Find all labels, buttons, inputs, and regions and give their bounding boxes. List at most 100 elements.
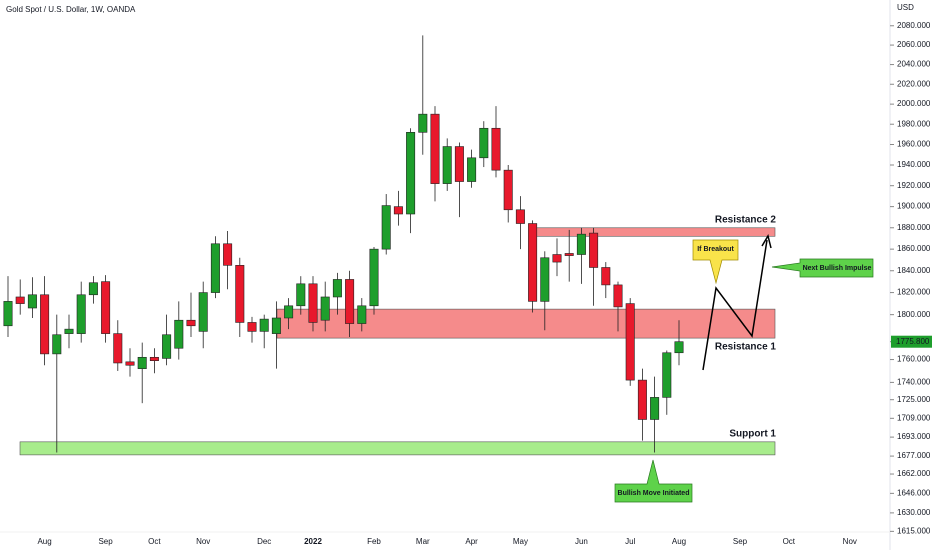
candle-body	[27, 294, 37, 309]
candle-body	[589, 232, 599, 268]
candle-body	[515, 209, 525, 224]
candle-body	[674, 341, 684, 354]
y-tick-label: 1960.000	[897, 140, 931, 149]
y-tick-label: 1880.000	[897, 223, 931, 232]
candle-body	[320, 296, 330, 321]
y-tick-label: 2020.000	[897, 79, 931, 88]
y-tick-label: 1920.000	[897, 181, 931, 190]
candle-body	[467, 157, 477, 182]
candle-body	[247, 322, 257, 332]
y-tick-label: 1840.000	[897, 266, 931, 275]
candle-body	[357, 305, 367, 324]
candle-body	[64, 328, 74, 334]
candle-body	[613, 284, 623, 308]
candle-body	[576, 233, 586, 255]
chart-title: Gold Spot / U.S. Dollar, 1W, OANDA	[6, 5, 136, 14]
y-tick-label: 1900.000	[897, 202, 931, 211]
candle-body	[369, 248, 379, 307]
y-tick-label: 1760.000	[897, 355, 931, 364]
candle-body	[137, 356, 147, 369]
candle-body	[393, 206, 403, 215]
y-tick-label: 1800.000	[897, 310, 931, 319]
candle-body	[162, 334, 172, 359]
candle-body	[650, 397, 660, 420]
candle-body	[271, 317, 281, 334]
zones	[19, 227, 776, 456]
zone-label: Support 1	[729, 428, 776, 439]
candle-body	[15, 296, 25, 304]
candle-body	[601, 267, 611, 286]
candle-body	[430, 113, 440, 184]
x-tick-label: Apr	[465, 537, 478, 546]
y-tick-label: 1980.000	[897, 119, 931, 128]
candle-body	[40, 294, 50, 355]
candle-body	[442, 146, 452, 184]
candle-body	[76, 294, 86, 334]
callout-text: Next Bullish Impulse	[803, 265, 872, 272]
candle-body	[625, 303, 635, 381]
candle-body	[198, 292, 208, 332]
y-tick-label: 2060.000	[897, 40, 931, 49]
candle-body	[503, 169, 513, 211]
x-tick-label: Jun	[575, 537, 588, 546]
candle-body	[552, 254, 562, 263]
candle-body	[418, 113, 428, 133]
y-tick-label: 1860.000	[897, 244, 931, 253]
candle-body	[284, 305, 294, 319]
x-tick-label: Sep	[98, 537, 113, 546]
candle-body	[662, 352, 672, 398]
candle-body	[101, 281, 111, 334]
callout-text: Bullish Move Initiated	[618, 490, 690, 497]
candle-body	[406, 132, 416, 215]
x-tick-label: Nov	[196, 537, 210, 546]
x-tick-label: Sep	[733, 537, 748, 546]
price-tag	[891, 335, 932, 348]
price-tag-label: 1775.800	[896, 337, 930, 346]
y-tick-label: 1940.000	[897, 160, 931, 169]
x-tick-label: Mar	[416, 537, 430, 546]
candle-body	[3, 301, 13, 327]
currency: USD	[897, 3, 914, 12]
candle-body	[186, 319, 196, 327]
candle-body	[381, 205, 391, 250]
candle-body	[454, 146, 464, 182]
zone-label: Resistance 1	[715, 342, 777, 353]
candle-body	[259, 318, 269, 332]
y-tick-label: 2000.000	[897, 99, 931, 108]
candle-body	[637, 379, 647, 420]
callout-box	[692, 239, 739, 285]
candle-body	[540, 257, 550, 302]
candle-body	[113, 333, 123, 364]
y-tick-label: 2080.000	[897, 21, 931, 30]
y-tick-label: 1740.000	[897, 378, 931, 387]
zone-label: Resistance 2	[715, 214, 777, 225]
y-tick-label: 1725.000	[897, 395, 931, 404]
y-tick-label: 2040.000	[897, 60, 931, 69]
candle-body	[174, 319, 184, 349]
callout-box	[614, 459, 693, 503]
y-tick-label: 1693.000	[897, 432, 931, 441]
x-tick-label: May	[513, 537, 528, 546]
x-tick-label: Feb	[367, 537, 381, 546]
callout-box	[771, 258, 874, 278]
y-tick-label: 1646.000	[897, 488, 931, 497]
y-tick-label: 1615.000	[897, 526, 931, 535]
arrow-head	[761, 234, 772, 249]
x-tick-label: Nov	[843, 537, 857, 546]
candles	[3, 35, 684, 453]
y-tick-label: 1677.000	[897, 451, 931, 460]
x-tick-label: Oct	[783, 537, 796, 546]
x-tick-label: Aug	[37, 537, 51, 546]
x-tick-label: 2022	[304, 537, 322, 546]
candle-body	[125, 361, 135, 366]
candle-body	[564, 253, 574, 256]
y-tick-label: 1820.000	[897, 288, 931, 297]
y-tick-label: 1709.000	[897, 413, 931, 422]
candle-body	[345, 279, 355, 324]
candle-body	[210, 243, 220, 293]
callout-text: If Breakout	[697, 246, 734, 253]
y-tick-label: 1662.000	[897, 469, 931, 478]
candle-body	[296, 283, 306, 307]
x-tick-label: Oct	[148, 537, 161, 546]
